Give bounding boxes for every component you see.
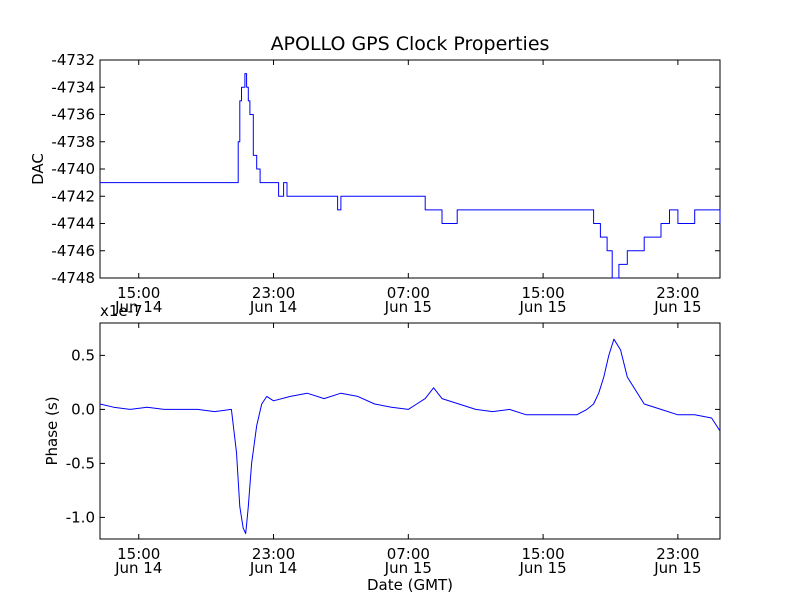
xtick-time-label: 07:00 [387, 284, 430, 302]
phase-ylabel: Phase (s) [43, 396, 61, 465]
xtick-date-label: Jun 14 [114, 559, 162, 577]
xtick-time-label: 23:00 [656, 284, 699, 302]
ytick-label: -4736 [51, 106, 95, 124]
ytick-label: -4744 [51, 215, 95, 233]
xtick-date-label: Jun 14 [114, 298, 162, 316]
xtick-date-label: Jun 14 [249, 298, 297, 316]
phase-offset-text: x1e-7 [100, 302, 143, 320]
series-line [99, 338, 721, 535]
xtick-time-label: 07:00 [387, 545, 430, 563]
dac-panel: DAC -4732 -4734 -4736 -4738 -4740 -4742 -4744 -… [29, 51, 721, 316]
ytick-label: 0.0 [71, 400, 95, 418]
xtick-time-label: 23:00 [252, 545, 295, 563]
ytick-label: -4748 [51, 269, 95, 287]
xtick-date-label: Jun 15 [653, 559, 701, 577]
series-line [100, 73, 721, 279]
ytick-label: -4740 [51, 160, 95, 178]
ytick-label: -4734 [51, 78, 95, 96]
xtick-time-label: 15:00 [521, 545, 564, 563]
phase-xlabel: Date (GMT) [367, 576, 453, 594]
xtick-time-label: 15:00 [521, 284, 564, 302]
xtick-date-label: Jun 15 [384, 298, 432, 316]
xtick-date-label: Jun 15 [384, 559, 432, 577]
xtick-time-label: 15:00 [117, 284, 160, 302]
ytick-label: -4738 [51, 133, 95, 151]
chart-title: APOLLO GPS Clock Properties [271, 33, 550, 55]
ytick-label: -1.0 [66, 508, 95, 526]
xtick-time-label: 23:00 [252, 284, 295, 302]
xtick-time-label: 23:00 [656, 545, 699, 563]
ytick-label: -4742 [51, 187, 95, 205]
dac-ylabel: DAC [29, 153, 47, 185]
xtick-date-label: Jun 15 [653, 298, 701, 316]
ytick-label: -0.5 [66, 454, 95, 472]
dac-plot-frame [99, 59, 721, 279]
ytick-label: 0.5 [71, 346, 95, 364]
ytick-label: -4746 [51, 242, 95, 260]
xtick-date-label: Jun 14 [249, 559, 297, 577]
phase-plot-frame [99, 322, 721, 540]
ytick-label: -4732 [51, 51, 95, 69]
xtick-time-label: 15:00 [117, 545, 160, 563]
xtick-date-label: Jun 15 [518, 298, 566, 316]
xtick-date-label: Jun 15 [518, 559, 566, 577]
phase-panel: x1e-7 Phase (s) Date (GMT) 0.5 0.0 -0.5 -1.… [43, 302, 721, 594]
